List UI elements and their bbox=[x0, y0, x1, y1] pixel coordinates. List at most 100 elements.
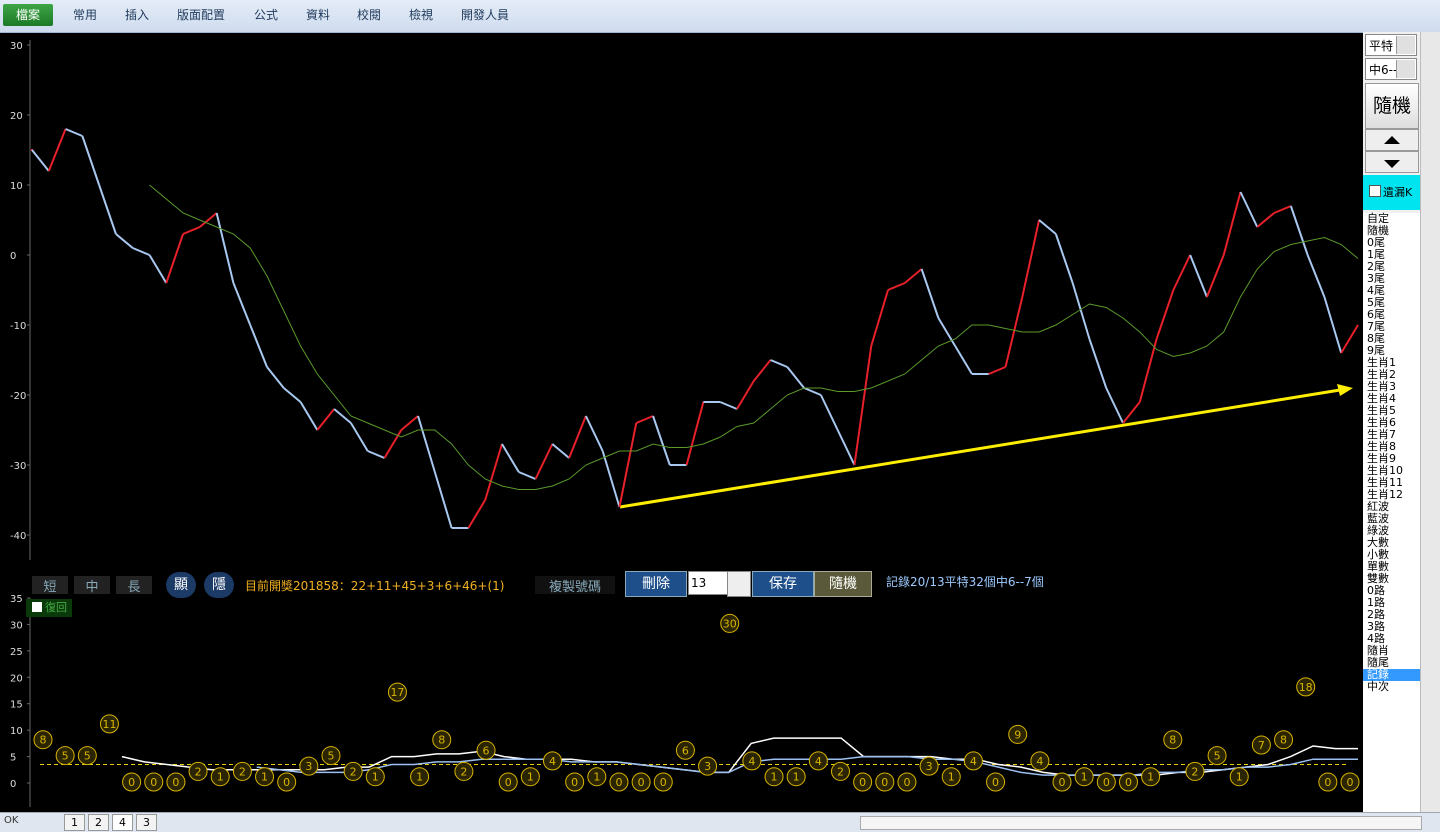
sheet-tab[interactable]: 4 bbox=[112, 814, 133, 831]
sheet-tab[interactable]: 1 bbox=[64, 814, 85, 831]
trend-segment bbox=[299, 401, 319, 431]
list-item[interactable]: 6尾 bbox=[1367, 308, 1385, 321]
list-item[interactable]: 隨肖 bbox=[1367, 644, 1389, 657]
ribbon-tab[interactable]: 資料 bbox=[306, 8, 331, 22]
random-button[interactable]: 隨機 bbox=[814, 571, 872, 597]
ribbon-tab[interactable]: 開發人員 bbox=[461, 8, 510, 22]
count-marker bbox=[255, 767, 275, 787]
list-item[interactable]: 0尾 bbox=[1367, 236, 1385, 249]
range-button[interactable]: 短 bbox=[32, 576, 68, 595]
list-item[interactable]: 生肖7 bbox=[1367, 428, 1396, 441]
list-item[interactable]: 生肖5 bbox=[1367, 404, 1396, 417]
list-item[interactable]: 8尾 bbox=[1367, 332, 1385, 345]
list-item[interactable]: 0路 bbox=[1367, 584, 1385, 597]
trend-segment bbox=[1222, 191, 1242, 256]
list-item[interactable]: 2路 bbox=[1367, 608, 1385, 621]
count-marker bbox=[1163, 730, 1183, 750]
list-item[interactable]: 3路 bbox=[1367, 620, 1385, 633]
sheet-tab[interactable]: 2 bbox=[88, 814, 109, 831]
list-item[interactable]: 小數 bbox=[1367, 548, 1389, 561]
count-marker bbox=[698, 756, 718, 776]
list-item[interactable]: 生肖10 bbox=[1367, 464, 1403, 477]
list-item[interactable]: 7尾 bbox=[1367, 320, 1385, 333]
list-item[interactable]: 2尾 bbox=[1367, 260, 1385, 273]
ribbon-tab[interactable]: 版面配置 bbox=[177, 8, 226, 22]
list-item[interactable]: 單數 bbox=[1367, 560, 1389, 573]
list-item[interactable]: 4尾 bbox=[1367, 284, 1385, 297]
y-tick-label: -40 bbox=[10, 531, 26, 542]
show-button[interactable]: 顯 bbox=[166, 572, 196, 598]
count-label: 4 bbox=[970, 755, 977, 768]
y-tick-label: 0 bbox=[10, 251, 16, 262]
count-marker bbox=[587, 767, 607, 787]
count-marker bbox=[122, 772, 142, 792]
dropdown[interactable]: 平特 bbox=[1365, 34, 1417, 56]
ribbon-tab[interactable]: 檢視 bbox=[409, 8, 434, 22]
up-button[interactable] bbox=[1365, 129, 1419, 151]
ribbon-tab[interactable]: 公式 bbox=[254, 8, 279, 22]
list-item[interactable]: 1路 bbox=[1367, 596, 1385, 609]
save-button[interactable]: 保存 bbox=[752, 571, 814, 597]
list-item[interactable]: 3尾 bbox=[1367, 272, 1385, 285]
spinner[interactable] bbox=[727, 571, 751, 597]
list-item[interactable]: 生肖1 bbox=[1367, 356, 1396, 369]
list-item[interactable]: 中次 bbox=[1367, 680, 1389, 693]
sheet-tab[interactable]: 3 bbox=[136, 814, 157, 831]
list-item[interactable]: 綠波 bbox=[1367, 524, 1389, 537]
list-item[interactable]: 4路 bbox=[1367, 632, 1385, 645]
list-item[interactable]: 生肖9 bbox=[1367, 452, 1396, 465]
list-item[interactable]: 隨尾 bbox=[1367, 656, 1389, 669]
count-label: 1 bbox=[1147, 771, 1154, 784]
y-tick-label: 20 bbox=[10, 673, 23, 684]
trend-segment bbox=[736, 380, 755, 410]
hide-button[interactable]: 隱 bbox=[204, 572, 234, 598]
ribbon-tab[interactable]: 插入 bbox=[125, 8, 150, 22]
copy-button[interactable]: 複製號碼 bbox=[535, 576, 615, 595]
dropdown[interactable]: 中6-- bbox=[1365, 58, 1417, 80]
count-label: 5 bbox=[62, 750, 69, 763]
list-item[interactable]: 生肖12 bbox=[1367, 488, 1403, 501]
list-item[interactable]: 隨機 bbox=[1367, 224, 1389, 237]
ribbon-tab[interactable]: 檔案 bbox=[3, 4, 53, 26]
range-button[interactable]: 中 bbox=[74, 576, 110, 595]
range-button[interactable]: 長 bbox=[116, 576, 152, 595]
count-label: 3 bbox=[305, 760, 312, 773]
count-label: 0 bbox=[505, 776, 512, 789]
list-item[interactable]: 9尾 bbox=[1367, 344, 1385, 357]
count-marker bbox=[986, 772, 1006, 792]
count-select[interactable]: 13 bbox=[688, 571, 728, 595]
list-item[interactable]: 生肖8 bbox=[1367, 440, 1396, 453]
count-marker bbox=[144, 772, 164, 792]
list-item[interactable]: 生肖6 bbox=[1367, 416, 1396, 429]
missing-checkbox[interactable]: 遺漏K bbox=[1363, 175, 1420, 210]
list-item[interactable]: 大數 bbox=[1367, 536, 1389, 549]
list-item[interactable]: 藍波 bbox=[1367, 512, 1389, 525]
count-label: 8 bbox=[40, 734, 47, 747]
trend-segment bbox=[1088, 338, 1108, 389]
line bbox=[256, 755, 1358, 776]
list-item[interactable]: 生肖11 bbox=[1367, 476, 1403, 489]
list-item[interactable]: 記錄 bbox=[1363, 669, 1420, 681]
ribbon-tab[interactable]: 校閱 bbox=[357, 8, 382, 22]
scrollbar[interactable] bbox=[1420, 32, 1440, 812]
list-item[interactable]: 1尾 bbox=[1367, 248, 1385, 261]
ribbon-tab[interactable]: 常用 bbox=[73, 8, 98, 22]
list-item[interactable]: 5尾 bbox=[1367, 296, 1385, 309]
list-item[interactable]: 雙數 bbox=[1367, 572, 1389, 585]
count-label: 1 bbox=[217, 771, 224, 784]
list-item[interactable]: 生肖2 bbox=[1367, 368, 1396, 381]
list-item[interactable]: 生肖3 bbox=[1367, 380, 1396, 393]
h-scrollbar[interactable] bbox=[860, 816, 1422, 830]
count-marker bbox=[166, 772, 186, 792]
list-item[interactable]: 自定 bbox=[1367, 212, 1389, 225]
trend-segment bbox=[1054, 233, 1074, 284]
checkbox[interactable]: 復回 bbox=[26, 599, 72, 617]
down-button[interactable] bbox=[1365, 151, 1419, 173]
list-item[interactable]: 紅波 bbox=[1367, 500, 1389, 513]
count-label: 0 bbox=[638, 776, 645, 789]
random-button[interactable]: 隨機 bbox=[1365, 83, 1419, 129]
list-item[interactable]: 生肖4 bbox=[1367, 392, 1396, 405]
delete-button[interactable]: 刪除 bbox=[625, 571, 687, 597]
y-tick-label: 30 bbox=[10, 620, 23, 631]
count-label: 4 bbox=[1036, 755, 1043, 768]
